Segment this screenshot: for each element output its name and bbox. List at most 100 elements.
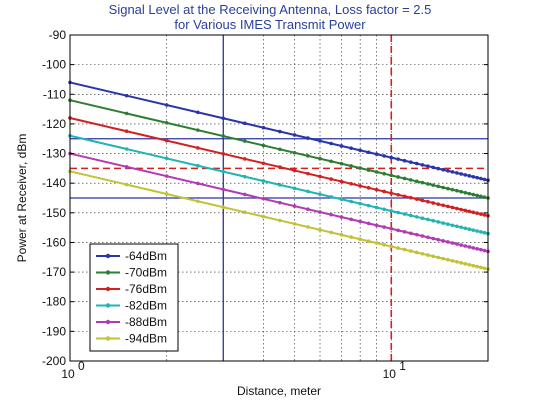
data-point	[243, 192, 247, 197]
data-point	[420, 180, 425, 185]
legend-item: -64dBm	[96, 249, 167, 263]
data-point	[450, 205, 455, 210]
data-point	[374, 170, 379, 174]
data-point	[221, 152, 226, 156]
data-point	[455, 260, 459, 264]
data-point	[436, 220, 441, 224]
data-point	[459, 243, 463, 247]
data-point	[402, 212, 407, 216]
data-point	[402, 247, 407, 252]
data-point	[366, 203, 371, 208]
data-point	[196, 110, 200, 115]
data-point	[482, 266, 487, 271]
data-point	[278, 200, 282, 205]
legend-marker	[105, 336, 111, 341]
series-3	[68, 116, 490, 218]
data-point	[420, 234, 425, 238]
data-point	[124, 111, 129, 116]
data-point	[243, 174, 247, 179]
data-point	[441, 221, 445, 225]
legend-marker	[105, 286, 111, 292]
data-point	[318, 139, 322, 143]
data-point	[221, 187, 226, 192]
chart-title-line2: for Various IMES Transmit Power	[174, 17, 366, 32]
data-point	[475, 247, 479, 251]
data-point	[318, 192, 322, 197]
data-point	[426, 253, 430, 257]
data-point	[396, 246, 400, 250]
data-point	[349, 217, 353, 222]
data-point	[196, 181, 200, 186]
data-point	[408, 231, 413, 236]
data-point	[463, 173, 468, 177]
data-point	[349, 164, 353, 168]
data-point	[436, 255, 441, 260]
data-point	[366, 168, 371, 172]
data-point	[408, 249, 413, 253]
data-point	[414, 179, 419, 184]
data-point	[196, 146, 200, 150]
data-point	[431, 201, 435, 205]
data-point	[426, 217, 430, 222]
data-point	[382, 154, 386, 158]
legend-label: -70dBm	[125, 266, 167, 280]
data-point	[402, 158, 407, 163]
data-point	[467, 245, 472, 249]
legend-item: -76dBm	[96, 282, 167, 296]
data-point	[471, 192, 476, 197]
data-point	[278, 165, 282, 169]
data-point	[414, 250, 419, 255]
data-point	[420, 163, 425, 167]
data-point	[436, 166, 441, 171]
data-point	[261, 143, 266, 148]
data-point	[261, 179, 266, 183]
data-point	[329, 230, 333, 235]
y-tick-label: -140	[42, 176, 66, 190]
data-point	[278, 218, 282, 223]
data-point	[459, 172, 463, 176]
data-point	[358, 166, 362, 170]
legend-marker	[105, 303, 111, 308]
data-point	[426, 182, 430, 186]
data-point	[459, 261, 463, 265]
data-point	[482, 195, 487, 199]
data-point	[366, 221, 371, 226]
data-point	[366, 239, 371, 243]
data-point	[441, 185, 445, 190]
data-point	[455, 206, 459, 211]
legend-marker	[105, 253, 111, 259]
data-point	[408, 213, 413, 218]
legend-box	[89, 243, 179, 352]
data-point	[339, 144, 344, 148]
data-point	[396, 192, 400, 197]
data-point	[436, 237, 441, 242]
data-point	[463, 208, 468, 213]
y-tick-label: -110	[43, 87, 66, 101]
data-point	[479, 194, 483, 199]
y-tick-label: -200	[42, 354, 66, 368]
data-point	[124, 182, 129, 187]
data-point	[441, 256, 445, 261]
grid-layer	[70, 35, 488, 361]
data-point	[329, 177, 333, 181]
data-point	[479, 265, 483, 270]
data-point	[339, 233, 344, 237]
data-point	[318, 228, 322, 232]
plot-frame	[69, 34, 489, 362]
data-point	[479, 212, 483, 216]
data-point	[402, 176, 407, 181]
data-point	[349, 146, 353, 150]
data-point	[124, 129, 129, 134]
data-point	[463, 226, 468, 231]
legend: -64dBm -70dBm -76dBm -82dBm -88dBm -94dBm	[89, 243, 179, 352]
data-point	[431, 236, 435, 241]
data-point	[329, 159, 333, 164]
data-point	[221, 134, 226, 138]
data-point	[450, 241, 455, 245]
data-point	[471, 263, 476, 268]
y-tick-label: -90	[49, 28, 67, 42]
data-point	[261, 161, 266, 166]
data-point	[471, 228, 476, 232]
data-point	[459, 207, 463, 212]
data-point	[414, 232, 419, 237]
